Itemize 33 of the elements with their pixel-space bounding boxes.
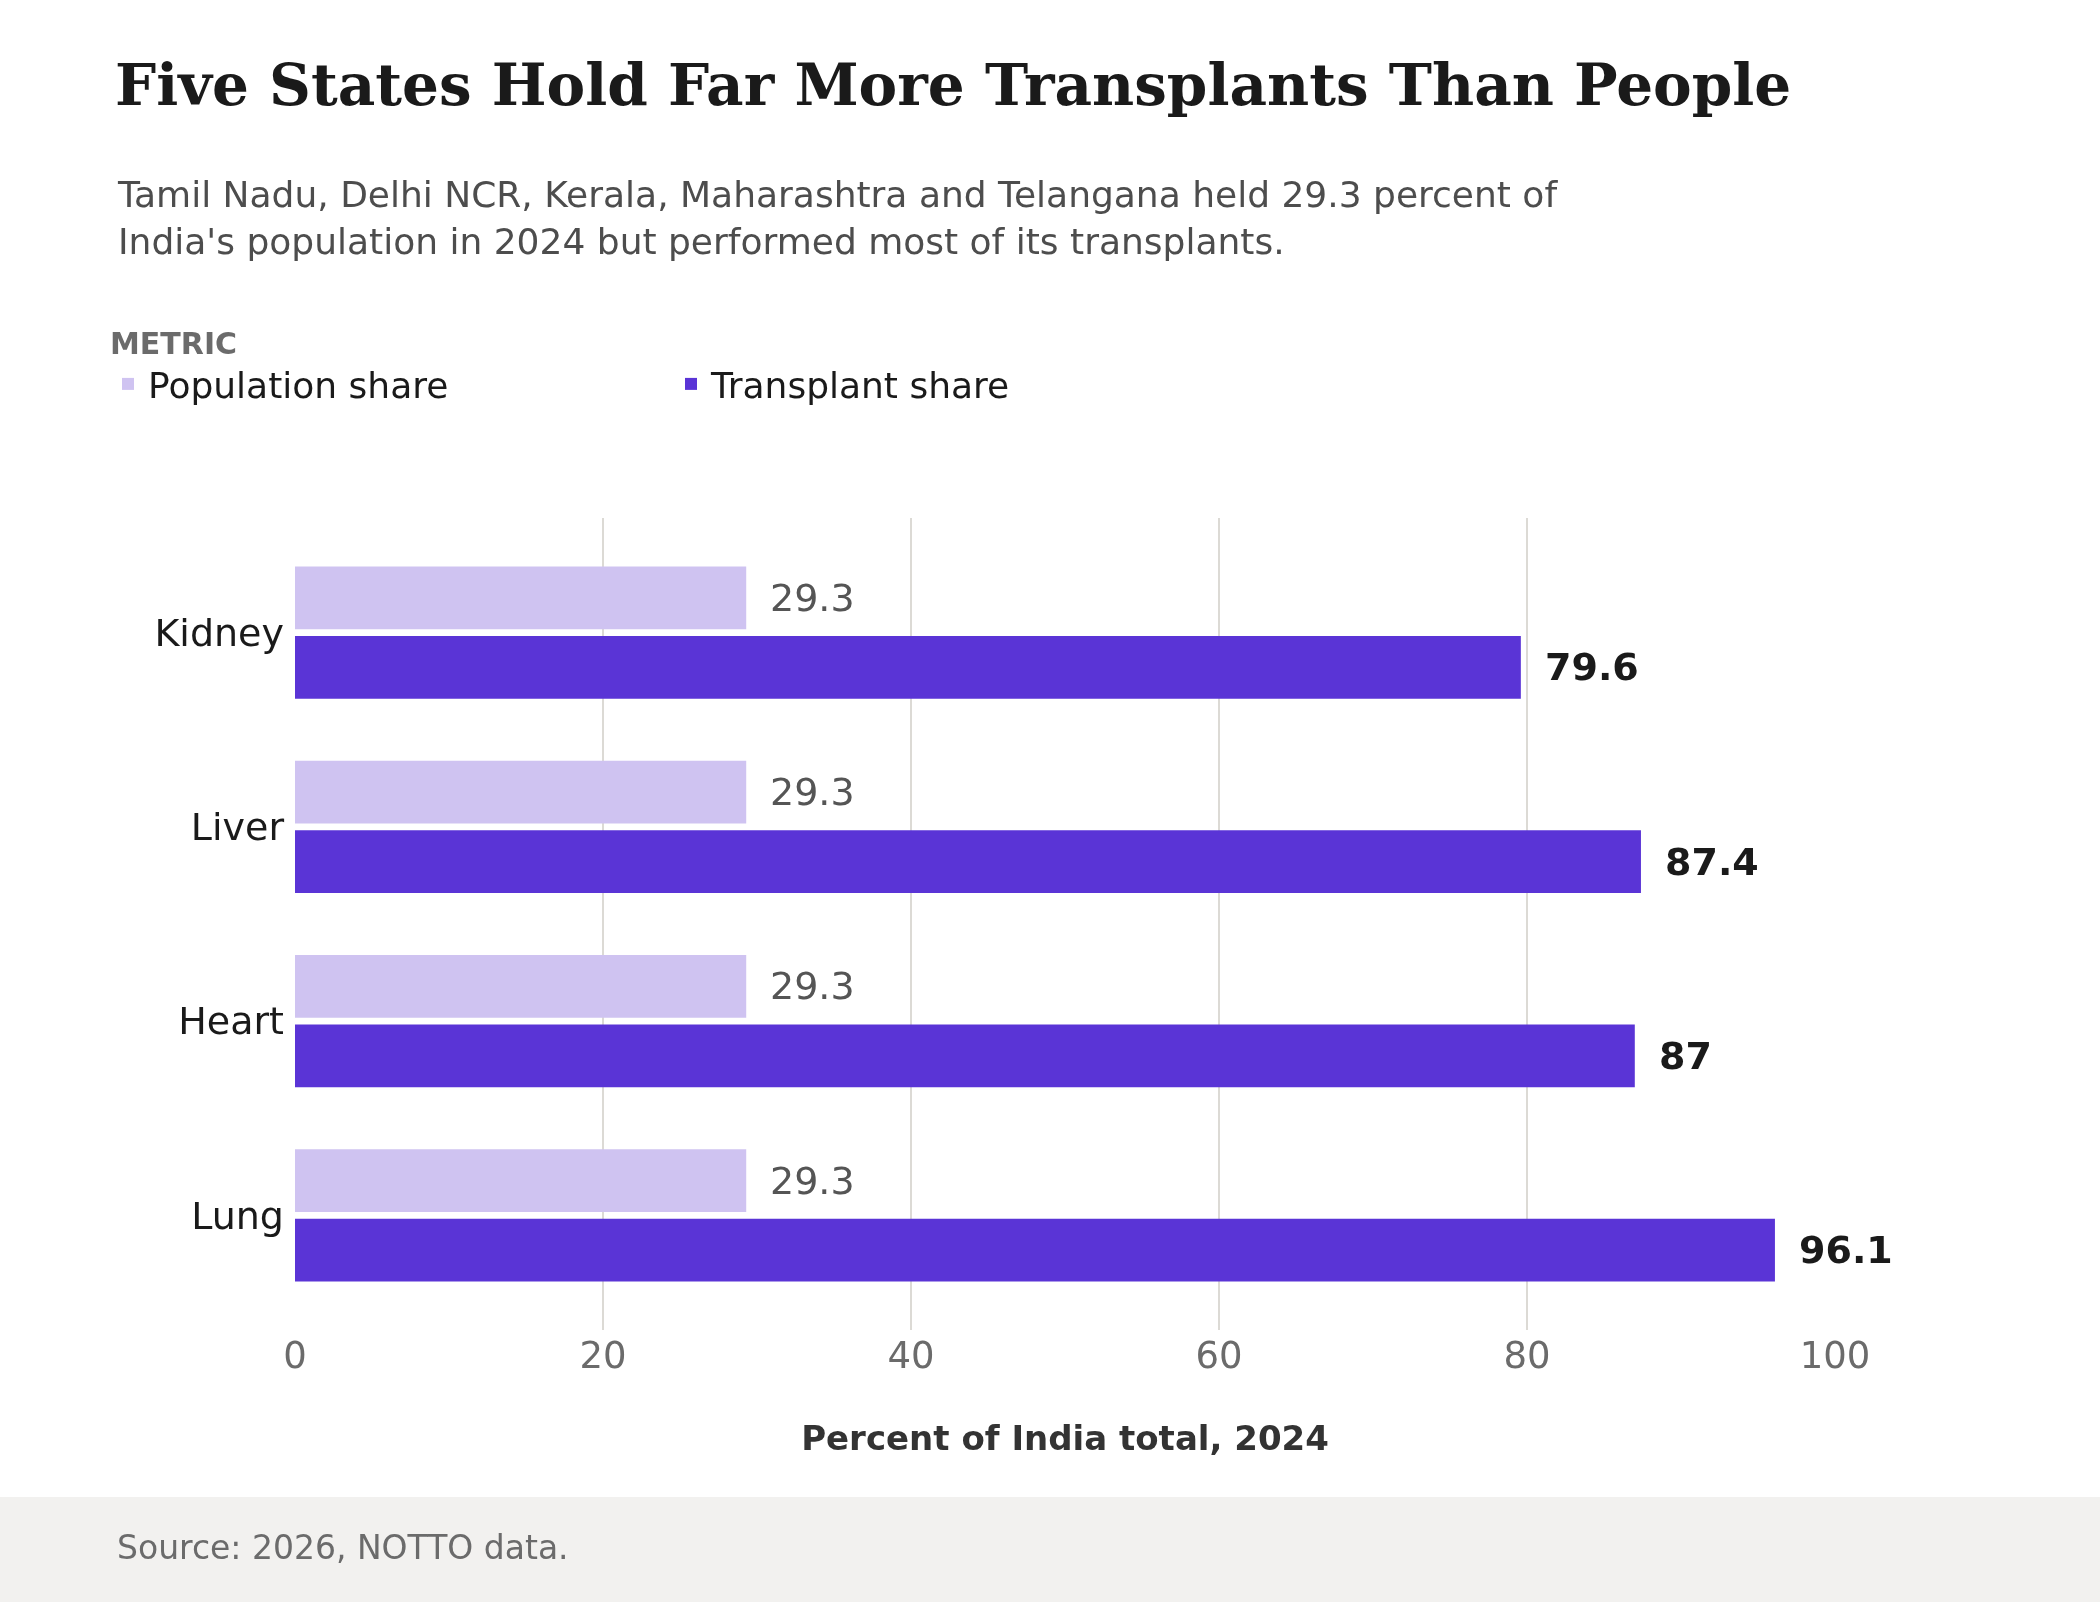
bar xyxy=(295,1149,747,1212)
bar xyxy=(295,1024,1635,1088)
bar xyxy=(295,566,747,630)
bar xyxy=(295,954,747,1018)
x-tick-label: 20 xyxy=(579,1334,627,1377)
legend-label: Population share xyxy=(148,364,449,406)
x-tick-label: 40 xyxy=(887,1334,935,1377)
data-label: 87.4 xyxy=(1665,840,1759,884)
data-label: 96.1 xyxy=(1799,1228,1893,1272)
data-label: 29.3 xyxy=(770,964,855,1008)
chart-subtitle: Tamil Nadu, Delhi NCR, Kerala, Maharashtra and Telangana held 29.3 percent of India's population in 2024 but performed most of its transplants. xyxy=(117,174,1559,262)
legend-title: METRIC xyxy=(110,326,238,361)
data-label: 29.3 xyxy=(770,770,855,814)
x-axis-title: Percent of India total, 2024 xyxy=(801,1418,1329,1459)
chart-title: Five States Hold Far More Transplants Than People xyxy=(115,51,1792,120)
data-label: 87 xyxy=(1659,1034,1712,1078)
bar xyxy=(295,830,1641,894)
x-tick-label: 80 xyxy=(1503,1334,1551,1377)
x-tick-label: 60 xyxy=(1195,1334,1243,1377)
y-tick-label: Heart xyxy=(178,999,284,1044)
bar xyxy=(295,1218,1775,1282)
data-label: 29.3 xyxy=(770,1159,855,1203)
x-tick-label: 100 xyxy=(1799,1334,1871,1377)
y-tick-label: Kidney xyxy=(154,610,284,655)
source-note: Source: 2026, NOTTO data. xyxy=(117,1528,569,1567)
legend-label: Transplant share xyxy=(710,364,1010,406)
bar xyxy=(295,636,1521,699)
data-label: 79.6 xyxy=(1545,645,1639,689)
x-tick-label: 0 xyxy=(283,1334,307,1377)
y-tick-label: Liver xyxy=(190,805,285,850)
y-tick-label: Lung xyxy=(191,1193,284,1238)
bar xyxy=(295,760,747,824)
data-label: 29.3 xyxy=(770,576,855,620)
